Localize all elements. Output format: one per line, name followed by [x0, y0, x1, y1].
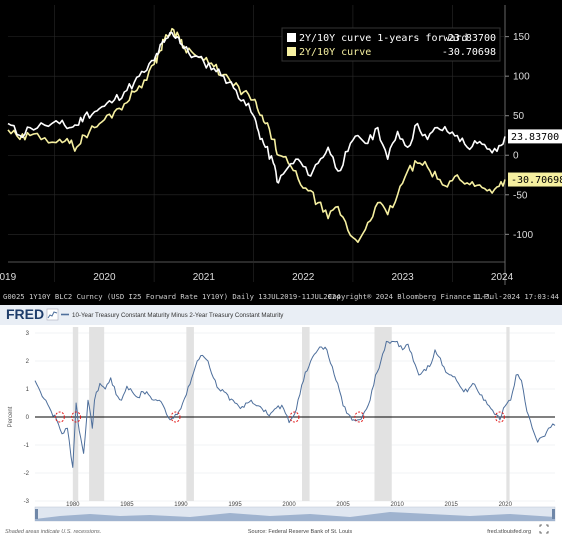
- y-tick-label: -2: [24, 471, 30, 477]
- legend-box: [281, 27, 501, 62]
- legend-label-forward: 2Y/10Y curve 1-years forward: [299, 33, 468, 44]
- x-tick-label: 1995: [228, 502, 242, 508]
- series-line: [7, 27, 506, 243]
- y-tick-label: 150: [513, 32, 530, 43]
- fred-title: 10-Year Treasury Constant Maturity Minus…: [72, 312, 284, 319]
- x-tick-label: 2021: [193, 272, 216, 283]
- zero-crossing-marker: [71, 411, 82, 423]
- fred-logo-chart-icon: [46, 308, 59, 321]
- fred-chart-panel: FRED 10-Year Treasury Constant Maturity …: [0, 305, 562, 551]
- legend-label-curve: 2Y/10Y curve: [299, 47, 371, 58]
- recession-band: [374, 327, 392, 501]
- gridlines: [8, 5, 505, 282]
- y-tick-label: -100: [513, 230, 533, 241]
- zero-crossing-markers: [54, 411, 505, 423]
- y-tick-label: -50: [513, 190, 528, 201]
- fred-chart: FRED 10-Year Treasury Constant Maturity …: [0, 305, 562, 551]
- y-tick-labels: 3 2 1 0 -1 -2 -3: [24, 331, 30, 505]
- x-tick-label: 1980: [66, 502, 80, 508]
- series-group: [7, 27, 506, 243]
- y-tick-label: 0: [26, 415, 30, 421]
- bloomberg-chart-panel: 150 100 50 0 -50 -100 2019 2020 2021 2022 2023 202…: [0, 0, 562, 305]
- recession-band: [89, 327, 105, 501]
- last-value-tags: 23.83700 -30.70698: [508, 129, 562, 187]
- fred-url[interactable]: fred.stlouisfed.org: [487, 529, 531, 535]
- x-tick-label: 2020: [93, 272, 116, 283]
- x-tick-label: 2024: [491, 272, 514, 283]
- x-tick-label: 2023: [391, 272, 414, 283]
- footer-bar: [0, 287, 562, 305]
- source-note: Source: Federal Reserve Bank of St. Loui…: [248, 529, 352, 535]
- y-tick-label: 50: [513, 111, 525, 122]
- x-tick-label: 1985: [120, 502, 134, 508]
- series-group: [34, 340, 556, 468]
- x-tick-labels: 1980 1985 1990 1995 2000 2005 2010 2015 2020: [66, 502, 512, 508]
- x-tick-label: 2005: [336, 502, 350, 508]
- fred-header: [0, 305, 562, 325]
- y-axis-label: Percent: [8, 406, 14, 427]
- series-line: [34, 340, 556, 468]
- y-tick-label: -3: [24, 499, 30, 505]
- legend-swatch-forward: [287, 33, 296, 42]
- footer-copyright: Copyright® 2024 Bloomberg Finance L.P.: [328, 292, 492, 301]
- last-value-tag: [508, 129, 562, 144]
- last-value-label: 23.83700: [511, 132, 559, 143]
- x-tick-label: 2000: [282, 502, 296, 508]
- legend-value-curve: -30.70698: [442, 47, 496, 58]
- footer-timestamp: 11-Jul-2024 17:03:44: [472, 292, 559, 301]
- recession-note: Shaded areas indicate U.S. recessions.: [5, 529, 101, 535]
- x-tick-label: 2022: [292, 272, 315, 283]
- recession-band: [506, 327, 510, 501]
- legend-swatch-curve: [287, 47, 296, 56]
- fred-logo: FRED: [6, 306, 44, 322]
- legend: 2Y/10Y curve 1-years forward 23.83700 2Y…: [281, 27, 501, 62]
- y-tick-label: 3: [26, 331, 30, 337]
- y-tick-label: 2: [26, 359, 30, 365]
- last-value-label: -30.70698: [511, 175, 562, 186]
- range-handle-left[interactable]: [35, 509, 38, 519]
- y-tick-label: -1: [24, 443, 30, 449]
- zero-crossing-marker: [494, 411, 505, 423]
- zero-crossing-marker: [354, 411, 365, 423]
- x-tick-label: 2019: [0, 272, 17, 283]
- recession-band: [302, 327, 310, 501]
- y-tick-labels: 150 100 50 0 -50 -100: [505, 32, 533, 241]
- range-slider[interactable]: [34, 506, 556, 522]
- zero-crossing-marker: [54, 411, 65, 423]
- y-tick-label: 100: [513, 72, 530, 83]
- y-tick-label: 0: [513, 151, 519, 162]
- series-line: [7, 31, 506, 184]
- x-tick-label: 2010: [390, 502, 404, 508]
- y-tick-label: 1: [26, 387, 30, 393]
- last-value-tag: [508, 172, 562, 187]
- fullscreen-icon[interactable]: [539, 524, 549, 534]
- x-tick-label: 2015: [445, 502, 459, 508]
- range-handle-right[interactable]: [552, 509, 555, 519]
- x-tick-label: 1990: [174, 502, 188, 508]
- bloomberg-chart: 150 100 50 0 -50 -100 2019 2020 2021 2022 2023 202…: [0, 0, 562, 305]
- x-tick-label: 2020: [499, 502, 513, 508]
- recession-band: [186, 327, 194, 501]
- zero-crossing-marker: [289, 411, 300, 423]
- range-slider-mini-series: [35, 512, 555, 521]
- footer-security: G0025 1Y10Y BLC2 Curncy (USD I25 Forward…: [3, 292, 341, 301]
- x-tick-labels: 2019 2020 2021 2022 2023 2024: [0, 272, 514, 283]
- legend-value-forward: 23.83700: [448, 33, 496, 44]
- zero-crossing-marker: [170, 411, 181, 423]
